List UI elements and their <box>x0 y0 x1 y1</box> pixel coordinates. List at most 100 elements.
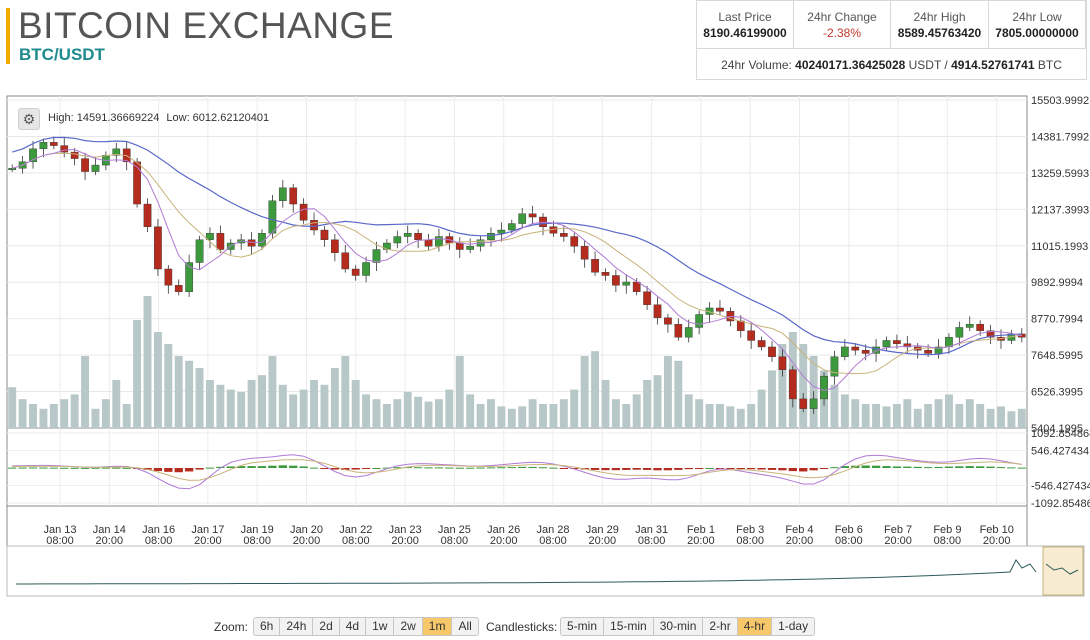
macd-tick-label: -1092.85486 <box>1031 498 1090 510</box>
time-tick-time: 20:00 <box>293 535 321 547</box>
candle-down <box>861 349 870 354</box>
volume-bar <box>757 389 766 428</box>
volume-bar <box>299 389 308 428</box>
volume-bar <box>351 380 360 428</box>
volume-bar <box>528 399 537 428</box>
volume-bar <box>976 404 985 428</box>
macd-histogram-bar <box>622 468 631 470</box>
candlestick-button-4-hr[interactable]: 4-hr <box>737 618 773 635</box>
macd-histogram-bar <box>268 465 277 468</box>
volume-bar <box>455 356 464 428</box>
macd-histogram-bar <box>747 468 756 470</box>
macd-histogram-bar <box>757 468 766 470</box>
volume-bar <box>986 408 995 428</box>
candle-up <box>112 148 121 156</box>
time-tick-date: Jan 29 <box>586 524 619 536</box>
zoom-button-6h[interactable]: 6h <box>254 618 281 635</box>
candle-up <box>809 398 818 409</box>
market-stats-panel: Last Price 8190.46199000 24hr Change -2.… <box>696 0 1087 80</box>
volume-bar <box>466 394 475 428</box>
price-chart[interactable]: 15503.9992 14381.7992 13259.5993 12137.3993… <box>0 90 1090 600</box>
zoom-button-4d[interactable]: 4d <box>340 618 367 635</box>
volume-bar <box>903 399 912 428</box>
candlestick-button-15-min[interactable]: 15-min <box>604 618 654 635</box>
time-tick-date: Feb 4 <box>785 524 813 536</box>
volume-bar <box>133 320 142 428</box>
chart-controls: Zoom: 6h 24h 2d 4d 1w 2w 1m All Candlesticks: 5… <box>0 617 1090 637</box>
candlestick-button-2-hr[interactable]: 2-hr <box>703 618 738 635</box>
gear-icon[interactable]: ⚙ <box>18 108 40 130</box>
volume-bar <box>653 375 662 428</box>
candle-down <box>976 324 985 331</box>
chart-canvas[interactable]: 15503.9992 14381.7992 13259.5993 12137.3993… <box>0 90 1090 600</box>
zoom-button-all[interactable]: All <box>458 619 472 633</box>
candle-up <box>497 229 506 234</box>
price-tick-label: 6526.3995 <box>1031 387 1083 399</box>
volume-bar <box>768 370 776 428</box>
stat-24hr-high: 24hr High 8589.45763420 <box>891 1 989 48</box>
time-tick-time: 20:00 <box>884 535 912 547</box>
macd-histogram-bar <box>184 468 194 472</box>
candle-down <box>768 346 776 357</box>
ma-line-blue <box>12 136 1022 356</box>
macd-histogram-bar <box>955 466 964 468</box>
macd-histogram-bar <box>164 468 173 472</box>
candle-down <box>788 369 797 400</box>
zoom-button-1m[interactable]: 1m <box>422 618 453 635</box>
volume-bar <box>601 380 610 428</box>
candle-down <box>455 242 464 250</box>
volume-bar <box>91 408 100 428</box>
volume-bar <box>341 356 350 428</box>
time-tick-date: Feb 7 <box>884 524 912 536</box>
macd-histogram-bar <box>39 467 48 469</box>
candlestick-button-1-day[interactable]: 1-day <box>778 619 809 633</box>
macd-histogram-bar <box>913 466 922 468</box>
volume-bar <box>393 399 402 428</box>
time-tick-time: 08:00 <box>638 535 666 547</box>
candlestick-button-5-min[interactable]: 5-min <box>561 618 605 635</box>
stat-24hr-low: 24hr Low 7805.00000000 <box>989 1 1086 48</box>
time-tick-time: 20:00 <box>391 535 419 547</box>
time-tick-date: Jan 19 <box>241 524 274 536</box>
macd-histogram-bar <box>507 467 516 469</box>
volume-bar <box>549 404 558 428</box>
candle-up <box>695 314 703 328</box>
zoom-button-24h[interactable]: 24h <box>280 618 314 635</box>
volume-bar <box>372 399 381 428</box>
candle-up <box>841 346 849 357</box>
candle-up <box>507 223 516 231</box>
volume-bar <box>382 404 391 428</box>
zoom-button-group: 6h 24h 2d 4d 1w 2w 1m All <box>253 617 479 636</box>
candle-down <box>528 213 537 218</box>
candle-down <box>559 233 568 237</box>
macd-histogram-bar <box>809 468 818 471</box>
time-tick-date: Jan 13 <box>43 524 76 536</box>
volume-bar <box>591 351 600 428</box>
macd-histogram-bar <box>871 465 881 468</box>
macd-histogram-bar <box>653 468 662 471</box>
zoom-button-1w[interactable]: 1w <box>366 618 395 635</box>
volume-bar <box>580 356 589 428</box>
candlestick-button-30-min[interactable]: 30-min <box>654 618 704 635</box>
candle-down <box>154 226 162 270</box>
macd-histogram-bar <box>767 468 777 470</box>
volume-bar <box>997 406 1005 428</box>
candle-down <box>49 142 58 146</box>
zoom-button-2w[interactable]: 2w <box>394 618 423 635</box>
volume-bar <box>643 380 652 428</box>
price-tick-label: 13259.5993 <box>1031 168 1089 180</box>
volume-bar <box>476 404 485 428</box>
candle-up <box>820 375 828 400</box>
time-tick-time: 08:00 <box>46 535 74 547</box>
volume-bar <box>632 394 641 428</box>
macd-histogram-bar <box>445 467 454 469</box>
stat-label: 24hr Low <box>1012 10 1062 24</box>
candle-down <box>591 259 599 273</box>
volume-bar <box>518 406 527 428</box>
volume-bar <box>726 406 735 428</box>
macd-histogram-bar <box>226 466 235 468</box>
time-tick-time: 08:00 <box>243 535 271 547</box>
zoom-button-2d[interactable]: 2d <box>313 618 340 635</box>
volume-bar <box>570 389 579 428</box>
candle-down <box>986 330 995 338</box>
